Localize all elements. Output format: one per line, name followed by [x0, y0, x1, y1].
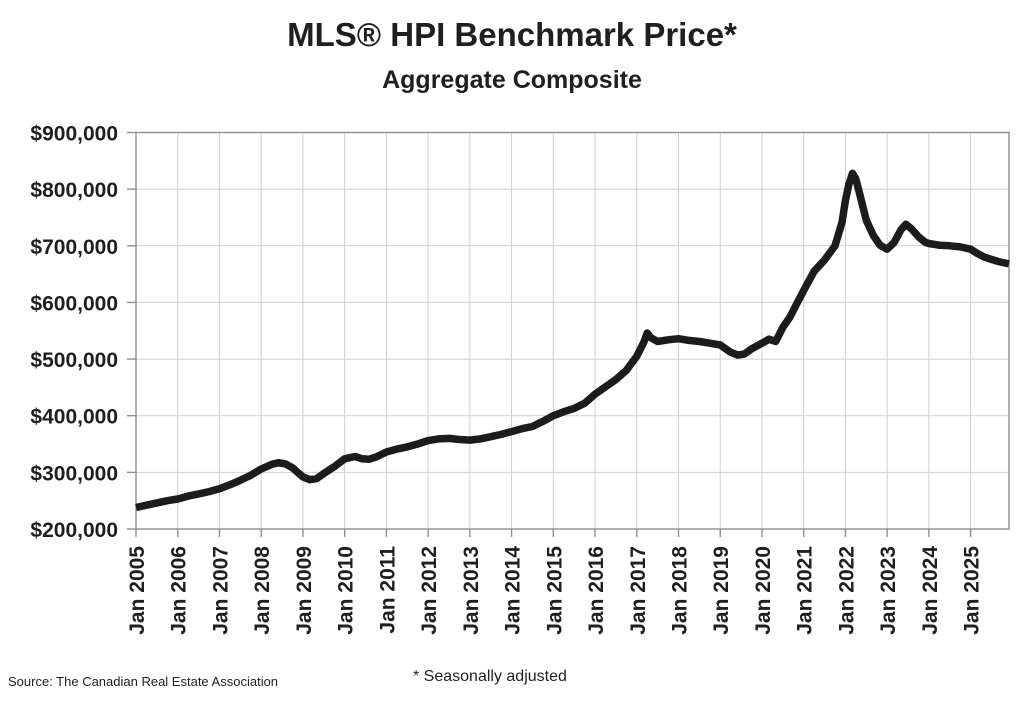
x-tick-label: Jan 2019 — [710, 546, 733, 635]
y-tick-label: $900,000 — [30, 123, 118, 146]
x-axis-labels: Jan 2005 Jan 2006 Jan 2007 Jan 2008 Jan 2009… — [126, 546, 984, 635]
y-tick-label: $600,000 — [30, 292, 118, 315]
y-tick-label: $800,000 — [30, 179, 118, 202]
x-tick-label: Jan 2013 — [460, 546, 483, 635]
x-tick-label: Jan 2008 — [251, 546, 274, 635]
y-tick-label: $700,000 — [30, 236, 118, 259]
x-tick-label: Jan 2022 — [835, 546, 858, 635]
chart-title: MLS® HPI Benchmark Price* — [287, 16, 737, 53]
x-axis-ticks — [135, 529, 972, 537]
benchmark-price-line — [135, 169, 1010, 512]
seasonally-adjusted-footnote: * Seasonally adjusted — [413, 668, 567, 685]
x-tick-label: Jan 2025 — [961, 546, 984, 635]
plot-border — [135, 131, 1010, 530]
x-tick-label: Jan 2012 — [418, 546, 441, 635]
x-tick-label: Jan 2017 — [627, 546, 650, 635]
x-tick-label: Jan 2024 — [919, 546, 942, 635]
x-tick-label: Jan 2015 — [543, 546, 566, 635]
y-tick-label: $200,000 — [30, 519, 118, 542]
x-tick-label: Jan 2016 — [585, 546, 608, 635]
x-tick-label: Jan 2020 — [752, 546, 775, 635]
chart-subtitle: Aggregate Composite — [382, 66, 642, 94]
y-tick-label: $400,000 — [30, 406, 118, 429]
x-tick-label: Jan 2006 — [168, 546, 191, 635]
x-tick-label: Jan 2021 — [794, 546, 817, 635]
x-tick-label: Jan 2005 — [126, 546, 149, 635]
x-tick-label: Jan 2009 — [293, 546, 316, 635]
source-credit: Source: The Canadian Real Estate Associa… — [8, 674, 279, 689]
y-axis-ticks — [127, 131, 136, 530]
y-tick-label: $500,000 — [30, 349, 118, 372]
x-tick-label: Jan 2011 — [376, 546, 399, 634]
y-axis-labels: $900,000 $800,000 $700,000 $600,000 $500,000… — [30, 123, 118, 543]
x-tick-label: Jan 2018 — [668, 546, 691, 635]
x-tick-label: Jan 2023 — [877, 546, 900, 635]
x-tick-label: Jan 2007 — [209, 546, 232, 635]
y-tick-label: $300,000 — [30, 462, 118, 485]
x-tick-label: Jan 2010 — [335, 546, 358, 635]
series-line — [135, 169, 1010, 512]
plot-area-border — [135, 131, 1010, 530]
x-tick-label: Jan 2014 — [502, 546, 525, 635]
vertical-gridlines — [135, 132, 972, 529]
